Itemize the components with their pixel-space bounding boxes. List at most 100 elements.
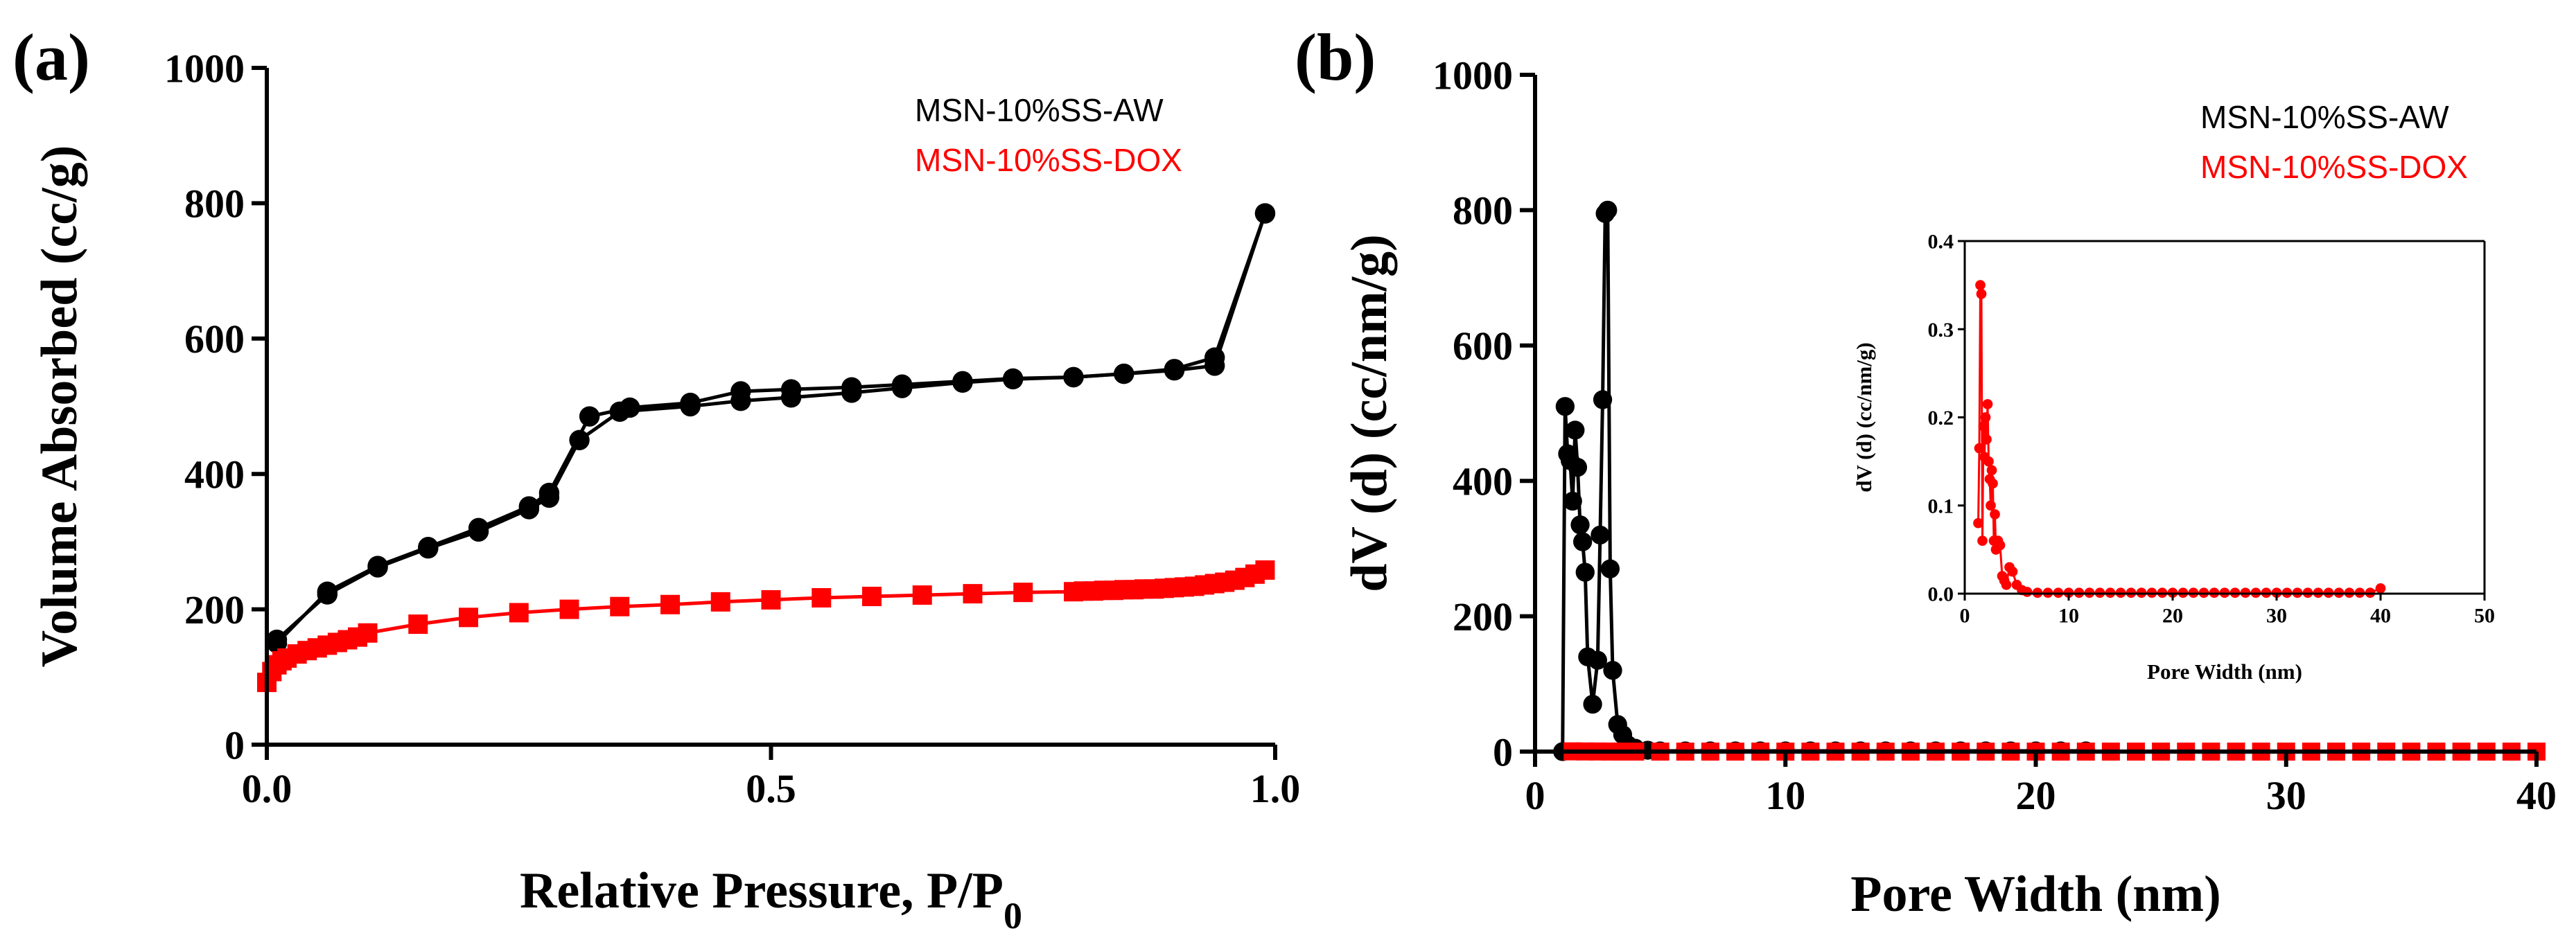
data-point-circle [1986, 500, 1996, 511]
legend-entry: MSN-10%SS-DOX [2200, 149, 2468, 185]
data-point-circle [1986, 465, 1997, 476]
data-point-circle [2022, 587, 2033, 597]
series-line-1 [275, 213, 1267, 645]
data-point-circle [1981, 434, 1992, 445]
data-point-circle [1063, 366, 1084, 388]
y-tick-label: 800 [184, 181, 245, 227]
data-point-circle [1555, 397, 1575, 416]
x-axis-label: Pore Width (nm) [1850, 866, 2220, 923]
data-point-square [660, 594, 680, 614]
y-axis-label: Volume Absorbed (cc/g) [31, 145, 88, 668]
data-point-circle [1254, 203, 1276, 224]
panel-label: (b) [1295, 20, 1376, 94]
x-axis-label: Pore Width (nm) [2147, 659, 2302, 684]
data-point-square [459, 608, 478, 628]
data-point-circle [1988, 478, 1998, 489]
x-tick-label: 1.0 [1250, 766, 1301, 811]
x-tick-label: 10 [2058, 605, 2079, 628]
data-point-square [1255, 560, 1275, 580]
data-point-circle [1990, 509, 2000, 520]
y-tick-label: 0 [225, 722, 245, 768]
x-tick-label: 40 [2370, 605, 2391, 628]
data-point-square [1013, 583, 1033, 603]
legend-entry: MSN-10%SS-DOX [915, 142, 1182, 178]
data-point-circle [680, 392, 701, 414]
x-tick-label: 0 [1525, 773, 1545, 818]
y-tick-label: 1000 [164, 46, 245, 91]
data-point-circle [2007, 566, 2018, 577]
data-point-circle [468, 517, 489, 539]
data-point-circle [538, 482, 560, 504]
data-point-circle [579, 406, 600, 427]
y-tick-label: 0 [1493, 729, 1513, 774]
x-tick-label: 20 [2016, 773, 2056, 818]
data-point-circle [1976, 289, 1987, 299]
data-point-square [408, 614, 428, 635]
data-point-circle [730, 381, 751, 402]
data-point-circle [1568, 458, 1588, 477]
data-point-circle [1600, 559, 1620, 578]
data-point-circle [1982, 399, 1993, 409]
y-tick-label: 400 [184, 452, 245, 497]
data-point-circle [1570, 515, 1590, 535]
data-point-circle [1591, 525, 1610, 545]
data-point-circle [1575, 562, 1595, 582]
y-tick-label: 0.0 [1928, 583, 1954, 606]
data-point-circle [1980, 412, 1991, 423]
data-point-circle [1983, 456, 1994, 467]
data-point-square [710, 592, 730, 612]
data-point-circle [1977, 535, 1988, 547]
series-line-0 [1977, 285, 2381, 594]
x-tick-label: 0 [1960, 605, 1970, 628]
data-point-circle [1572, 532, 1593, 551]
data-point-circle [1975, 280, 1986, 290]
panel-a-chart: 0 200 400 600 800 1000 0.0 0.5 1.0 Relative Press… [12, 20, 1300, 937]
data-point-circle [891, 374, 913, 395]
data-point-circle [266, 632, 288, 654]
data-point-square [912, 585, 932, 605]
data-point-circle [952, 371, 973, 392]
data-point-circle [418, 537, 439, 558]
data-point-circle [1973, 517, 1983, 529]
data-point-circle [780, 379, 802, 400]
x-tick-label: 30 [2266, 605, 2287, 628]
data-point-circle [317, 581, 338, 602]
data-point-circle [1588, 650, 1607, 670]
data-point-circle [2001, 579, 2012, 590]
data-point-square [610, 596, 630, 617]
data-point-circle [1978, 420, 1989, 432]
legend-entry: MSN-10%SS-AW [2200, 99, 2449, 135]
y-tick-label: 400 [1453, 459, 1513, 504]
panel-label: (a) [12, 20, 90, 94]
x-axis-label: Relative Pressure, P/P0 [520, 862, 1022, 937]
y-axis-label: dV (d) (cc/nm/g) [1852, 342, 1876, 492]
data-point-circle [1598, 200, 1618, 220]
y-tick-label: 0.4 [1928, 231, 1954, 254]
data-point-circle [1563, 491, 1582, 511]
y-tick-label: 0.2 [1928, 407, 1954, 429]
data-point-square [358, 623, 378, 643]
x-tick-label: 20 [2162, 605, 2183, 628]
data-point-circle [2375, 583, 2386, 594]
data-point-circle [1566, 420, 1585, 440]
x-tick-label: 0.5 [746, 766, 796, 811]
series-line-0 [1561, 204, 2086, 753]
y-tick-label: 1000 [1432, 53, 1513, 98]
y-tick-label: 0.1 [1928, 495, 1954, 517]
y-tick-label: 200 [184, 587, 245, 632]
x-tick-label: 50 [2474, 605, 2495, 628]
data-point-square [559, 599, 579, 619]
x-tick-label: 40 [2516, 773, 2557, 818]
panel-b-inset-chart: 0.0 0.1 0.2 0.3 0.4 0 10 20 30 40 50 Pore Width (nm… [1852, 231, 2495, 684]
data-point-circle [1593, 390, 1613, 409]
x-axis-label-subscript: 0 [1004, 895, 1022, 937]
data-point-circle [1603, 661, 1622, 680]
y-tick-label: 600 [1453, 323, 1513, 369]
data-point-square [963, 584, 983, 604]
data-point-circle [1204, 347, 1225, 368]
data-point-square [812, 587, 832, 608]
data-point-circle [1974, 443, 1985, 454]
data-point-circle [1995, 540, 2006, 551]
